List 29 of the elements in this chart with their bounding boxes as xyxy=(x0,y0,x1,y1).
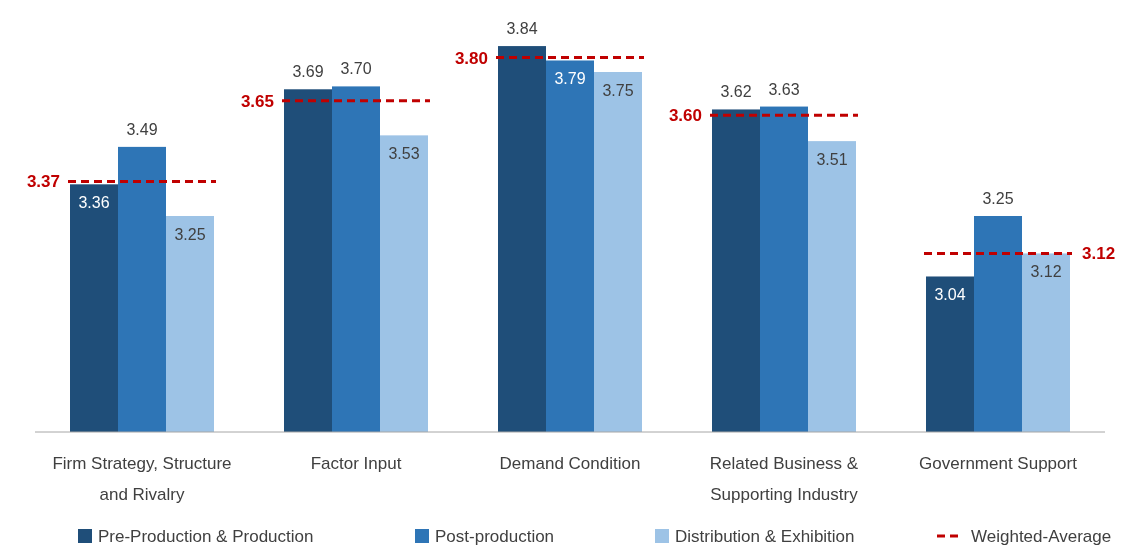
data-label: 3.62 xyxy=(720,83,752,101)
data-label: 3.63 xyxy=(768,80,800,98)
data-label: 3.25 xyxy=(174,226,206,243)
data-label: 3.79 xyxy=(554,70,586,88)
data-label: 3.12 xyxy=(1030,263,1062,281)
x-tick-label: Related Business & Supporting Industry xyxy=(709,454,859,504)
data-label: 3.04 xyxy=(934,286,966,304)
x-tick-label: Demand Condition xyxy=(499,454,641,473)
text: Weighted-Average xyxy=(971,527,1112,546)
data-label: 3.25 xyxy=(982,190,1014,207)
x-tick-label: Firm Strategy, Structure and Rivalry xyxy=(52,454,232,504)
ref-line-label: 3.65 xyxy=(240,91,274,111)
ref-line-label: 3.60 xyxy=(668,106,702,126)
ref-line-label: 3.12 xyxy=(1082,244,1116,264)
data-label: 3.36 xyxy=(78,194,110,212)
legend-label: Pre-Production & Production xyxy=(98,527,314,546)
legend-label: Distribution & Exhibition xyxy=(675,527,855,546)
data-label: 3.49 xyxy=(126,120,158,138)
data-label: 3.84 xyxy=(506,20,538,38)
data-label: 3.70 xyxy=(340,60,372,78)
ref-line-label: 3.37 xyxy=(26,172,60,192)
ref-line-label: 3.80 xyxy=(454,48,488,68)
data-label: 3.53 xyxy=(388,145,420,163)
x-tick-label: Factor Input xyxy=(310,454,402,473)
data-label: 3.51 xyxy=(816,151,848,169)
data-label: 3.75 xyxy=(602,82,634,99)
data-label: 3.69 xyxy=(292,63,324,81)
x-tick-label: Government Support xyxy=(919,454,1078,473)
legend-label: Post-production xyxy=(435,527,555,546)
